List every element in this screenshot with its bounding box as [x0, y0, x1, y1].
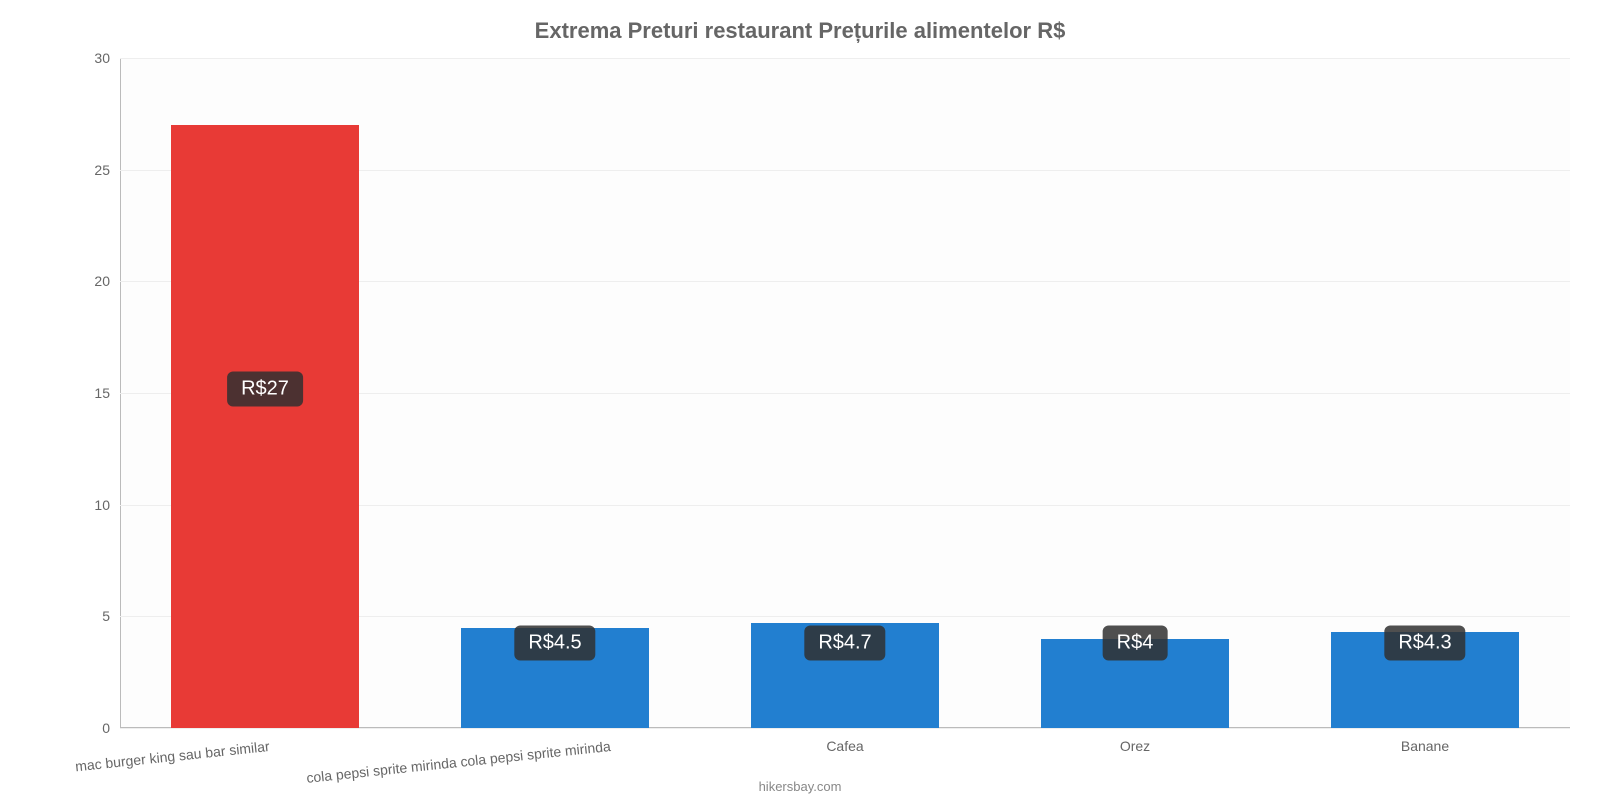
plot-area: 051015202530mac burger king sau bar simi…: [120, 58, 1570, 728]
bar: mac burger king sau bar similar: [171, 125, 360, 728]
y-tick-label: 10: [94, 497, 120, 513]
x-tick-label: cola pepsi sprite mirinda cola pepsi spr…: [305, 728, 612, 786]
x-tick-label: Banane: [1401, 728, 1449, 754]
bar-value-badge: R$27: [227, 371, 303, 406]
y-tick-label: 15: [94, 385, 120, 401]
bar-value-badge: R$4: [1103, 626, 1168, 661]
x-tick-label: Cafea: [826, 728, 863, 754]
x-tick-label: Orez: [1120, 728, 1150, 754]
chart-container: Extrema Preturi restaurant Prețurile ali…: [0, 0, 1600, 800]
grid-line: [120, 58, 1570, 59]
bar-value-badge: R$4.5: [514, 626, 595, 661]
attribution: hikersbay.com: [759, 779, 842, 794]
y-tick-label: 20: [94, 273, 120, 289]
y-tick-label: 25: [94, 162, 120, 178]
chart-title: Extrema Preturi restaurant Prețurile ali…: [0, 0, 1600, 44]
bar-value-badge: R$4.7: [804, 626, 885, 661]
y-tick-label: 5: [102, 608, 120, 624]
y-tick-label: 30: [94, 50, 120, 66]
y-tick-label: 0: [102, 720, 120, 736]
bar-value-badge: R$4.3: [1384, 626, 1465, 661]
